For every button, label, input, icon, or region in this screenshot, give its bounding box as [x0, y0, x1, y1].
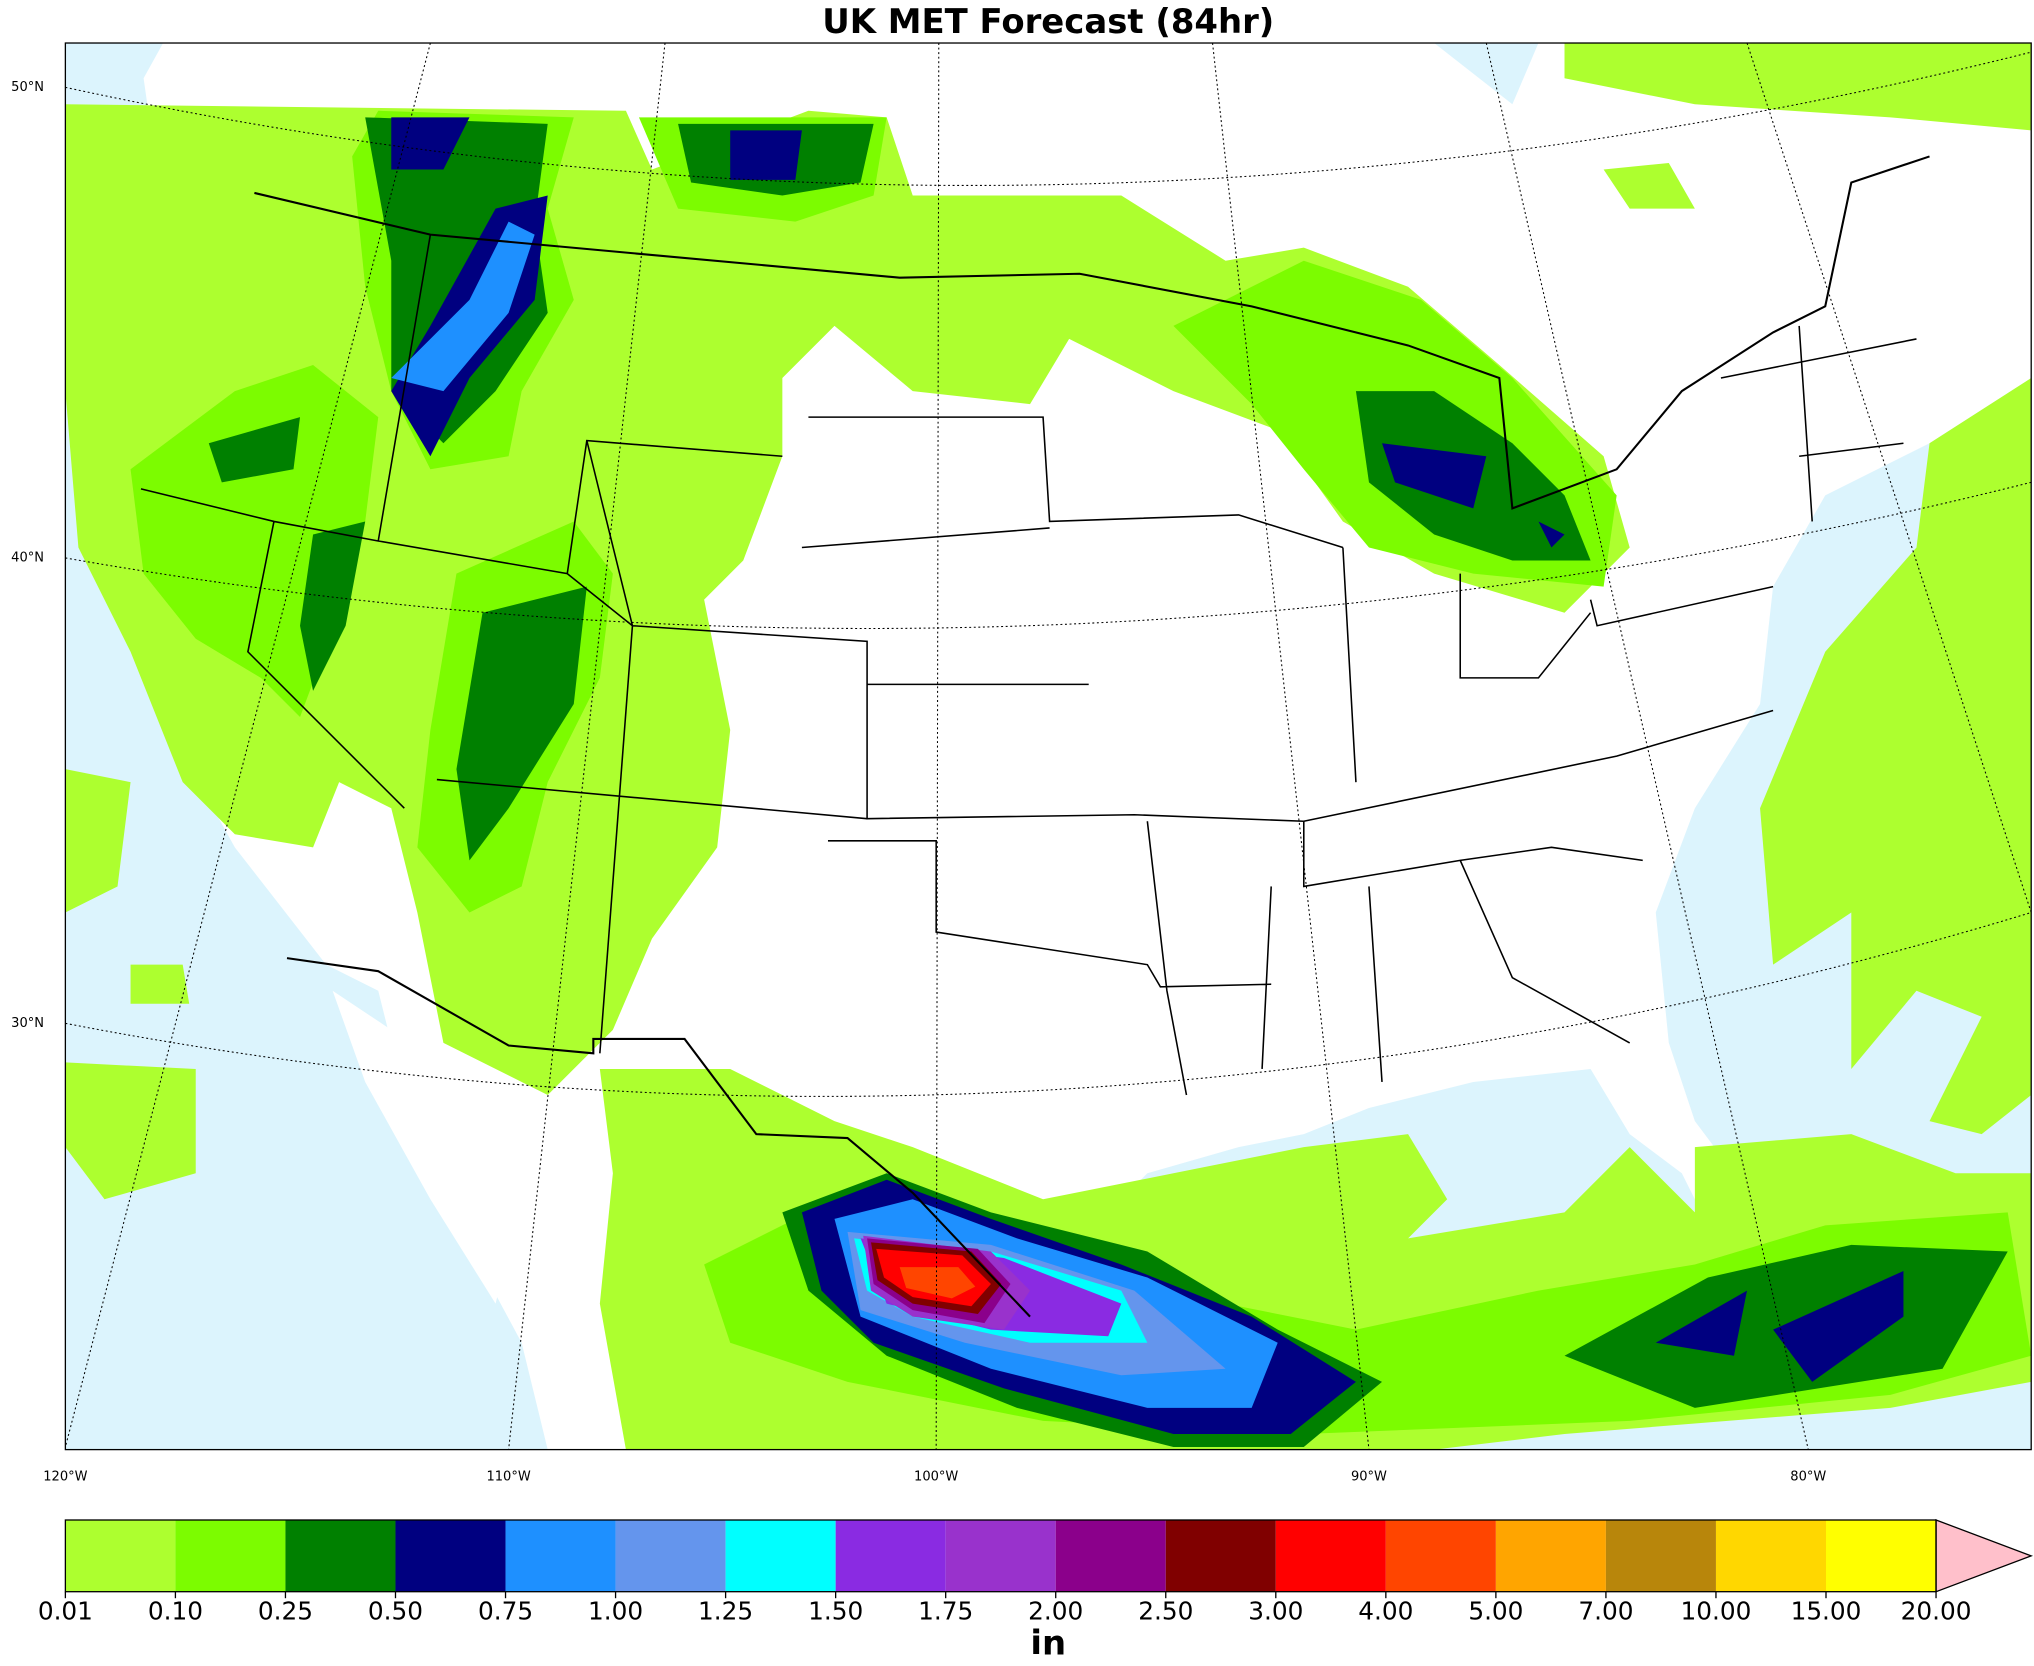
map-title: UK MET Forecast (84hr): [822, 2, 1274, 41]
colorbar-bin: [1715, 1519, 1826, 1592]
colorbar-tick-label: 1.00: [588, 1597, 643, 1626]
colorbar-bin: [1385, 1519, 1496, 1592]
colorbar-tick-label: 10.00: [1681, 1597, 1752, 1626]
colorbar-bin: [285, 1519, 396, 1592]
colorbar-bin: [725, 1519, 836, 1592]
colorbar-bin: [505, 1519, 616, 1592]
colorbar-tick-label: 1.75: [918, 1597, 973, 1626]
colorbar-tick-label: 3.00: [1248, 1597, 1303, 1626]
lon-label: 100°W: [914, 1469, 958, 1484]
colorbar-tick-label: 5.00: [1468, 1597, 1523, 1626]
state-lines: [140, 234, 1917, 1096]
lon-label: 110°W: [486, 1469, 530, 1484]
colorbar-frame: [64, 1519, 1937, 1593]
colorbar-tick-label: 0.75: [478, 1597, 533, 1626]
precip-area: [1564, 43, 2032, 131]
colorbar-bin: [395, 1519, 506, 1592]
colorbar-bin: [945, 1519, 1056, 1592]
colorbar-bin: [175, 1519, 286, 1592]
colorbar-extend: [1935, 1519, 2034, 1593]
precip-area: [1760, 378, 2032, 1135]
colorbar-bin: [835, 1519, 946, 1592]
colorbar-tick-label: 15.00: [1791, 1597, 1862, 1626]
border: [254, 155, 1930, 1318]
colorbar-tick-label: 20.00: [1901, 1597, 1972, 1626]
colorbar-tick-label: 0.10: [148, 1597, 203, 1626]
lon-label: 120°W: [43, 1469, 87, 1484]
precip-area: [391, 117, 802, 457]
lon-label: 80°W: [1790, 1469, 1826, 1484]
colorbar-label: in: [1030, 1624, 1066, 1663]
lat-label: 40°N: [11, 550, 44, 565]
colorbar-tick-label: 1.50: [808, 1597, 863, 1626]
colorbar-tick-label: 0.50: [368, 1597, 423, 1626]
graticule: [64, 42, 2032, 1450]
colorbar-bin: [65, 1519, 176, 1592]
colorbar-bin: [1165, 1519, 1276, 1592]
colorbar-bin: [1275, 1519, 1386, 1592]
lon-label: 90°W: [1351, 1469, 1387, 1484]
colorbar-bin: [1495, 1519, 1606, 1592]
colorbar-bin: [1055, 1519, 1166, 1592]
colorbar: 0.01 0.10 0.25 0.50 0.75 1.00 1.25 1.50 1.75 2.00…: [38, 1519, 2034, 1663]
colorbar-tick-label: 0.01: [38, 1597, 93, 1626]
colorbar-tick-label: 1.25: [698, 1597, 753, 1626]
baja: [332, 990, 509, 1304]
precip-area: [391, 221, 1278, 1408]
colorbar-tick-label: 2.00: [1028, 1597, 1083, 1626]
colorbar-bin: [1825, 1519, 1937, 1592]
map-frame: [64, 42, 2032, 1451]
lat-label: 50°N: [11, 80, 44, 95]
lon-labels: 120°W 110°W 100°W 90°W 80°W: [43, 1469, 1826, 1484]
map-area: [64, 42, 2032, 1451]
precip-contours: [65, 43, 2032, 1450]
lat-labels: 50°N 40°N 30°N: [11, 80, 44, 1031]
colorbar-tick-label: 4.00: [1358, 1597, 1413, 1626]
colorbar-tick-label: 0.25: [258, 1597, 313, 1626]
colorbar-tick-label: 2.50: [1138, 1597, 1193, 1626]
precip-area: [208, 417, 587, 861]
lat-label: 30°N: [11, 1016, 44, 1031]
colorbar-bin: [615, 1519, 726, 1592]
precip-area: [899, 1267, 976, 1299]
colorbar-bin: [1605, 1519, 1716, 1592]
colorbar-tick-label: 7.00: [1578, 1597, 1633, 1626]
